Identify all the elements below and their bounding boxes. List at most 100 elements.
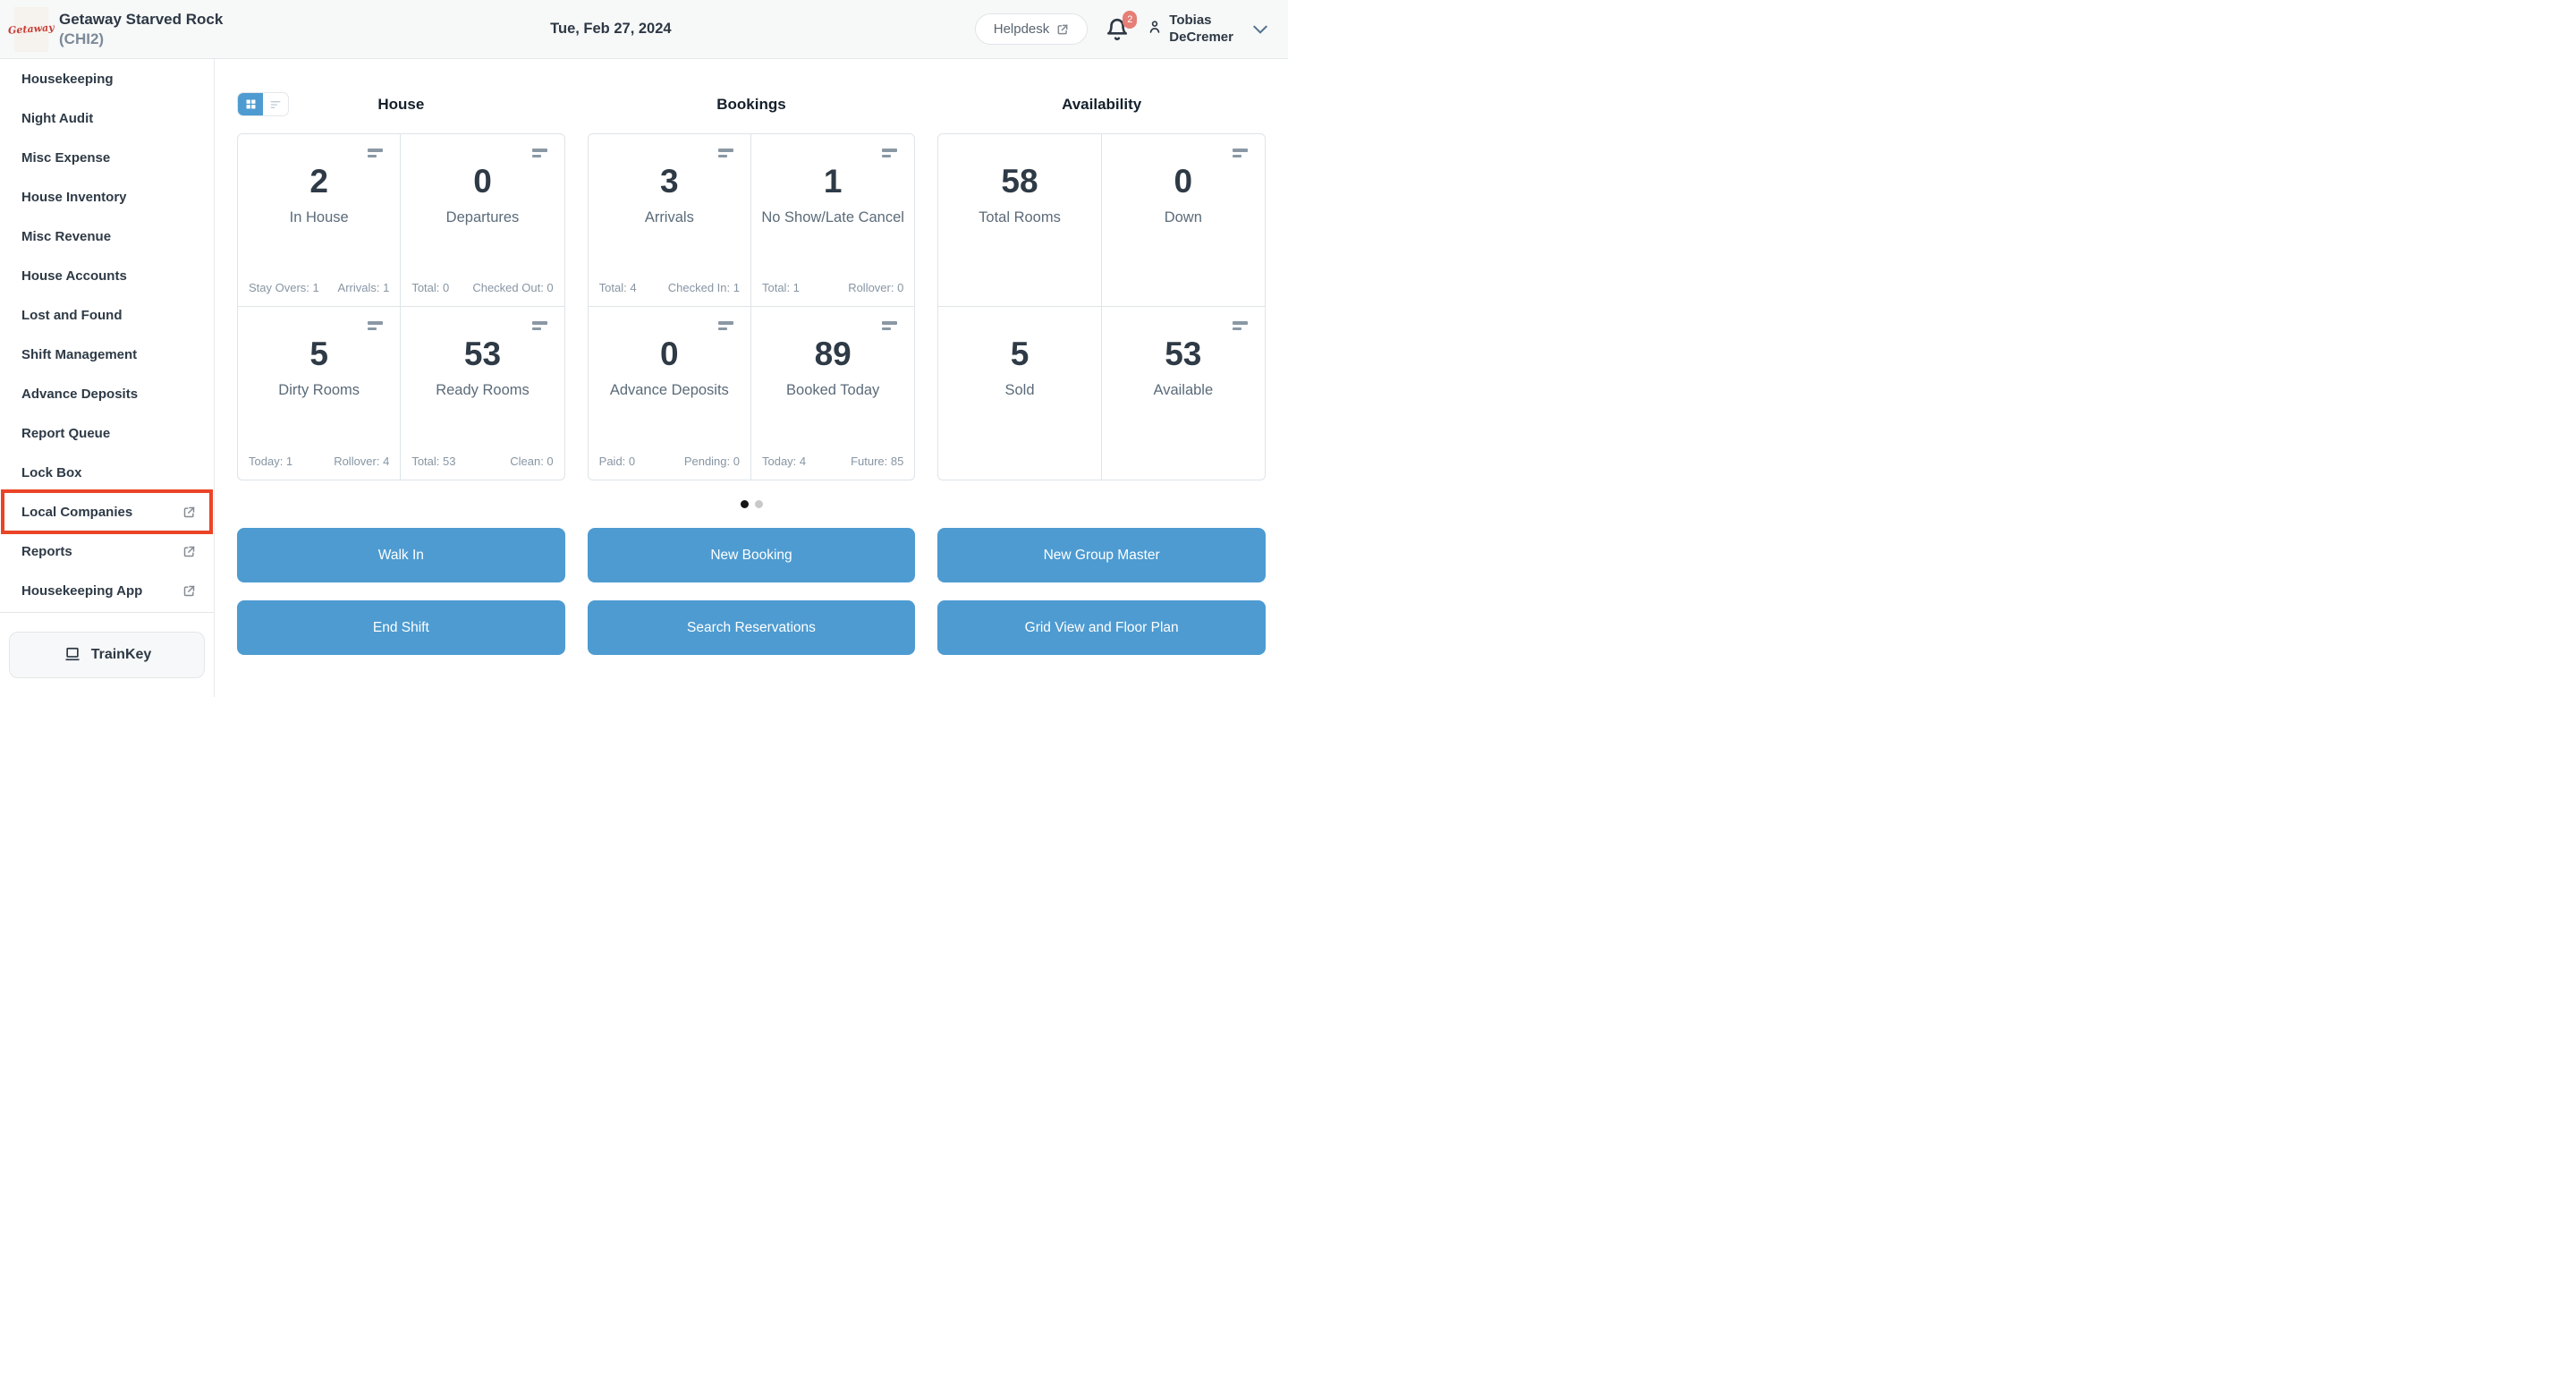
stat-sub-left: Total: 53 xyxy=(411,455,456,468)
sidebar-item-reports[interactable]: Reports xyxy=(0,531,214,571)
user-name: Tobias DeCremer xyxy=(1169,13,1233,47)
trainkey-label: TrainKey xyxy=(90,647,152,662)
pms-dashboard-app: Getaway Getaway Starved Rock (CHI2) Tue,… xyxy=(0,0,1288,697)
external-link-icon xyxy=(182,506,196,519)
getaway-logo: Getaway xyxy=(8,6,55,52)
availability-card-group: 58 Total Rooms 0 Down 5 Sold 53 Availabl… xyxy=(937,133,1266,480)
user-icon xyxy=(1147,18,1163,40)
sidebar-item-local-companies[interactable]: Local Companies xyxy=(0,489,214,534)
carousel-pagination xyxy=(237,500,1266,508)
stat-card-sold: 5 Sold xyxy=(938,307,1102,480)
stat-sub-left: Stay Overs: 1 xyxy=(249,281,319,294)
stat-sub-right: Arrivals: 1 xyxy=(337,281,390,294)
stat-chart-icon[interactable] xyxy=(368,321,384,330)
stat-label: Advance Deposits xyxy=(609,381,729,398)
sidebar-bottom-panel: TrainKey xyxy=(0,612,214,697)
pagination-dot-1[interactable] xyxy=(740,500,749,508)
quick-actions: Walk In New Booking New Group Master End… xyxy=(237,528,1266,655)
stat-footer: Stay Overs: 1 Arrivals: 1 xyxy=(249,281,389,294)
stat-card-no-show-late-cancel: 1 No Show/Late Cancel Total: 1 Rollover:… xyxy=(750,134,915,307)
trainkey-button[interactable]: TrainKey xyxy=(9,632,205,678)
stat-label: In House xyxy=(289,208,349,225)
stat-sub-right: Rollover: 0 xyxy=(848,281,904,294)
stat-sub-left: Total: 0 xyxy=(411,281,450,294)
end-shift-button[interactable]: End Shift xyxy=(237,600,565,655)
new-group-master-button[interactable]: New Group Master xyxy=(937,528,1266,582)
notification-badge: 2 xyxy=(1123,10,1138,29)
stat-footer: Total: 4 Checked In: 1 xyxy=(599,281,740,294)
section-title-house: House xyxy=(377,96,425,113)
stat-chart-icon[interactable] xyxy=(531,149,547,157)
stat-label: Dirty Rooms xyxy=(278,381,360,398)
new-booking-button[interactable]: New Booking xyxy=(587,528,916,582)
brand-block: Getaway Getaway Starved Rock (CHI2) xyxy=(8,6,247,52)
bookings-card-group: 3 Arrivals Total: 4 Checked In: 1 1 No S… xyxy=(587,133,916,480)
chevron-down-icon xyxy=(1252,24,1268,35)
section-header-row: House Bookings Availability xyxy=(237,91,1266,118)
stat-sub-right: Pending: 0 xyxy=(683,455,740,468)
sidebar-item-misc-expense[interactable]: Misc Expense xyxy=(21,149,111,166)
getaway-logo-text: Getaway xyxy=(7,21,55,37)
stat-label: Departures xyxy=(445,208,520,225)
house-card-group: 2 In House Stay Overs: 1 Arrivals: 1 0 D… xyxy=(237,133,565,480)
user-last-name: DeCremer xyxy=(1169,29,1233,45)
stat-sub-right: Checked Out: 0 xyxy=(472,281,554,294)
helpdesk-label: Helpdesk xyxy=(993,21,1050,37)
list-view-button[interactable] xyxy=(263,93,288,115)
walk-in-button[interactable]: Walk In xyxy=(237,528,565,582)
stat-value: 0 xyxy=(660,336,679,372)
property-code: (CHI2) xyxy=(59,30,105,47)
sidebar-item-house-inventory[interactable]: House Inventory xyxy=(21,189,127,205)
stat-sub-right: Checked In: 1 xyxy=(667,281,740,294)
stat-footer: Total: 1 Rollover: 0 xyxy=(762,281,903,294)
sidebar-item-misc-revenue[interactable]: Misc Revenue xyxy=(21,228,112,244)
stat-card-in-house: 2 In House Stay Overs: 1 Arrivals: 1 xyxy=(238,134,402,307)
stat-value: 3 xyxy=(660,163,679,200)
stat-sub-left: Today: 4 xyxy=(761,455,807,468)
stat-value: 53 xyxy=(1165,336,1202,372)
stat-card-booked-today: 89 Booked Today Today: 4 Future: 85 xyxy=(751,307,914,480)
stat-chart-icon[interactable] xyxy=(717,149,733,157)
grid-view-floor-plan-button[interactable]: Grid View and Floor Plan xyxy=(937,600,1266,655)
stat-chart-icon[interactable] xyxy=(717,321,733,330)
sidebar-item-housekeeping[interactable]: Housekeeping xyxy=(21,71,114,87)
stat-label: Available xyxy=(1153,381,1214,398)
stat-chart-icon[interactable] xyxy=(882,149,898,157)
stat-sub-left: Paid: 0 xyxy=(598,455,636,468)
stat-card-advance-deposits: 0 Advance Deposits Paid: 0 Pending: 0 xyxy=(589,307,751,480)
sidebar-item-housekeeping-app[interactable]: Housekeeping App xyxy=(0,571,214,610)
stat-chart-icon[interactable] xyxy=(531,321,547,330)
helpdesk-button[interactable]: Helpdesk xyxy=(974,13,1089,45)
sidebar-item-report-queue[interactable]: Report Queue xyxy=(21,425,111,441)
sidebar-item-advance-deposits[interactable]: Advance Deposits xyxy=(21,386,139,402)
sidebar-item-night-audit[interactable]: Night Audit xyxy=(21,110,94,126)
sidebar-item-lost-and-found[interactable]: Lost and Found xyxy=(21,307,123,323)
stat-chart-icon[interactable] xyxy=(1232,149,1248,157)
laptop-icon xyxy=(63,645,82,666)
stat-card-down: 0 Down xyxy=(1101,134,1265,307)
stat-label: Sold xyxy=(1004,381,1035,398)
stat-footer: Today: 4 Future: 85 xyxy=(762,455,903,468)
stat-card-dirty-rooms: 5 Dirty Rooms Today: 1 Rollover: 4 xyxy=(238,307,402,480)
pagination-dot-2[interactable] xyxy=(754,500,763,508)
business-date: Tue, Feb 27, 2024 xyxy=(550,21,672,37)
stat-card-departures: 0 Departures Total: 0 Checked Out: 0 xyxy=(401,134,564,307)
stat-value: 5 xyxy=(1010,336,1030,372)
grid-view-button[interactable] xyxy=(238,93,263,115)
section-title-availability: Availability xyxy=(1062,96,1142,113)
sidebar-item-lock-box[interactable]: Lock Box xyxy=(21,464,82,480)
sidebar-item-house-accounts[interactable]: House Accounts xyxy=(21,268,127,284)
stat-chart-icon[interactable] xyxy=(368,149,384,157)
stat-footer: Total: 0 Checked Out: 0 xyxy=(411,281,553,294)
stat-chart-icon[interactable] xyxy=(882,321,898,330)
stat-chart-icon[interactable] xyxy=(1232,321,1248,330)
stat-label: Total Rooms xyxy=(979,208,1061,225)
stat-label: Ready Rooms xyxy=(436,381,530,398)
stat-value: 0 xyxy=(1174,163,1193,200)
user-menu[interactable]: Tobias DeCremer xyxy=(1147,13,1268,47)
stat-card-groups: 2 In House Stay Overs: 1 Arrivals: 1 0 D… xyxy=(237,133,1266,480)
bell-icon xyxy=(1106,18,1129,46)
search-reservations-button[interactable]: Search Reservations xyxy=(587,600,916,655)
notifications-button[interactable]: 2 xyxy=(1106,10,1138,42)
sidebar-item-shift-management[interactable]: Shift Management xyxy=(21,346,138,362)
